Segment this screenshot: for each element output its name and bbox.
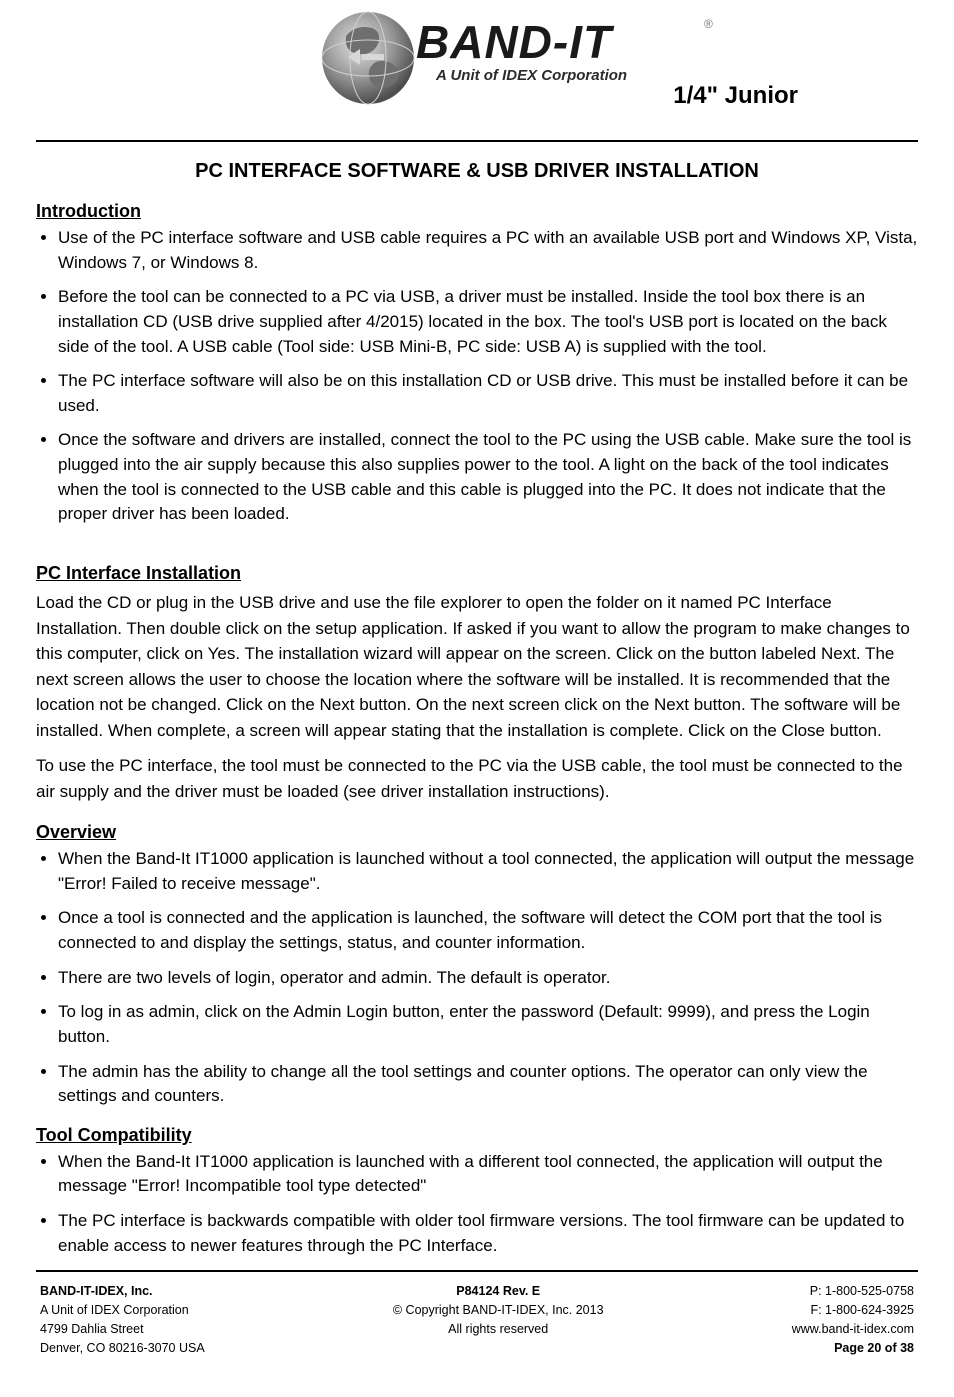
introduction-list: Use of the PC interface software and USB… [36,226,918,527]
page-title: PC INTERFACE SOFTWARE & USB DRIVER INSTA… [36,160,918,183]
footer-company: BAND-IT-IDEX, Inc. [40,1282,205,1301]
footer-phone: P: 1-800-525-0758 [792,1282,914,1301]
product-name: 1/4" Junior [673,82,798,110]
svg-text:BAND-IT: BAND-IT [416,16,615,68]
section-compatibility-title: Tool Compatibility [36,1125,918,1146]
footer-site: www.band-it-idex.com [792,1320,914,1339]
footer-page: Page 20 of 38 [792,1339,914,1358]
section-install-title: PC Interface Installation [36,563,918,584]
list-item: When the Band-It IT1000 application is l… [58,1150,918,1199]
page: BAND-IT ® A Unit of IDEX Corporation 1/4… [0,0,954,1397]
install-para-1: Load the CD or plug in the USB drive and… [36,590,918,743]
section-introduction-title: Introduction [36,201,918,222]
list-item: The admin has the ability to change all … [58,1060,918,1109]
list-item: Use of the PC interface software and USB… [58,226,918,275]
list-item: Once a tool is connected and the applica… [58,906,918,955]
list-item: Before the tool can be connected to a PC… [58,285,918,359]
bandit-logo-svg: BAND-IT ® A Unit of IDEX Corporation [316,6,726,106]
install-note: To use the PC interface, the tool must b… [36,753,918,804]
footer-left: BAND-IT-IDEX, Inc. A Unit of IDEX Corpor… [40,1282,205,1357]
footer-copyright: © Copyright BAND-IT-IDEX, Inc. 2013 [393,1301,604,1320]
list-item: There are two levels of login, operator … [58,966,918,991]
overview-list: When the Band-It IT1000 application is l… [36,847,918,1109]
section-overview-title: Overview [36,822,918,843]
footer-center: P84124 Rev. E © Copyright BAND-IT-IDEX, … [393,1282,604,1338]
footer-addr1: 4799 Dahlia Street [40,1320,205,1339]
list-item: Once the software and drivers are instal… [58,428,918,527]
footer-right: P: 1-800-525-0758 F: 1-800-624-3925 www.… [792,1282,914,1357]
footer-fax: F: 1-800-624-3925 [792,1301,914,1320]
footer-rights: All rights reserved [393,1320,604,1339]
page-header: BAND-IT ® A Unit of IDEX Corporation 1/4… [36,0,918,140]
list-item: To log in as admin, click on the Admin L… [58,1000,918,1049]
svg-text:®: ® [704,17,713,31]
list-item: The PC interface is backwards compatible… [58,1209,918,1258]
footer-doc: P84124 Rev. E [393,1282,604,1301]
content: PC INTERFACE SOFTWARE & USB DRIVER INSTA… [36,142,918,1357]
list-item: The PC interface software will also be o… [58,369,918,418]
svg-text:A Unit of IDEX Corporation: A Unit of IDEX Corporation [435,67,627,84]
list-item: When the Band-It IT1000 application is l… [58,847,918,896]
footer-addr2: Denver, CO 80216-3070 USA [40,1339,205,1358]
footer-sub: A Unit of IDEX Corporation [40,1301,205,1320]
page-footer: BAND-IT-IDEX, Inc. A Unit of IDEX Corpor… [36,1272,918,1357]
install-para-2: To use the PC interface, the tool must b… [36,753,918,804]
brand-logo: BAND-IT ® A Unit of IDEX Corporation [316,6,726,106]
compatibility-list: When the Band-It IT1000 application is l… [36,1150,918,1259]
